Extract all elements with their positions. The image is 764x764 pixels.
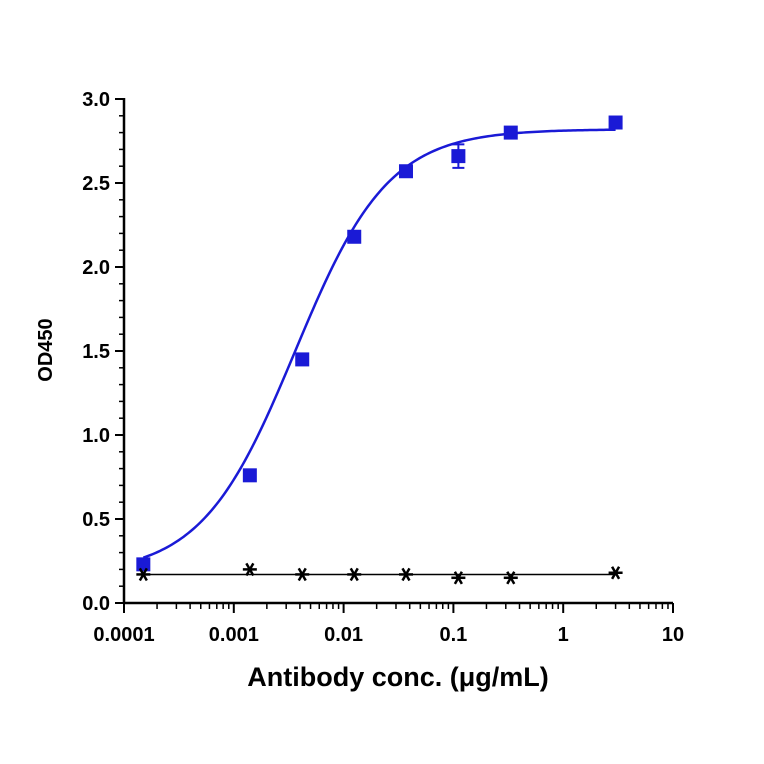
- square-marker: [347, 229, 362, 244]
- asterisk-marker: [503, 571, 518, 585]
- square-marker: [295, 352, 310, 367]
- x-tick-label: 10: [662, 624, 684, 646]
- asterisk-stroke: [506, 571, 516, 585]
- asterisk-marker: [608, 566, 623, 580]
- y-tick-label: 1.0: [82, 425, 110, 447]
- x-tick-label: 0.01: [324, 624, 363, 646]
- y-axis-title: OD450: [35, 318, 57, 381]
- y-tick-label: 2.5: [82, 173, 110, 195]
- asterisk-stroke: [453, 571, 463, 585]
- fit-curves: [142, 128, 616, 576]
- square-marker: [608, 115, 623, 130]
- asterisk-marker: [136, 567, 151, 582]
- asterisk-stroke: [297, 567, 307, 582]
- y-tick-label: 0.0: [82, 593, 110, 615]
- sigmoid-fit-curve: [142, 128, 616, 559]
- asterisk-marker: [451, 571, 466, 585]
- y-tick-label: 3.0: [82, 89, 110, 111]
- x-tick-label: 0.1: [439, 624, 467, 646]
- axes: 0.0 0.5 1.0 1.5 2.0 2.5 3.0 0.0001 0.001 0.01 0.1 1…: [82, 89, 684, 646]
- asterisk-stroke: [611, 566, 621, 580]
- asterisk-marker: [242, 562, 257, 577]
- asterisk-stroke: [245, 562, 255, 577]
- asterisk-marker: [295, 567, 310, 582]
- square-marker: [398, 164, 413, 179]
- x-tick-label: 1: [558, 624, 569, 646]
- square-marker: [503, 125, 518, 140]
- square-marker: [136, 557, 151, 572]
- asterisk-stroke: [349, 567, 359, 582]
- x-tick-label: 0.0001: [93, 624, 154, 646]
- square-marker: [242, 468, 257, 483]
- y-tick-label: 1.5: [82, 341, 110, 363]
- x-tick-label: 0.001: [209, 624, 259, 646]
- asterisk-stroke: [401, 567, 411, 582]
- asterisk-stroke: [138, 567, 148, 582]
- x-axis-title: Antibody conc. (μg/mL): [247, 662, 549, 692]
- square-marker: [451, 149, 466, 164]
- y-tick-label: 0.5: [82, 509, 110, 531]
- asterisk-marker: [398, 567, 413, 582]
- data-points: [136, 115, 623, 585]
- y-tick-label: 2.0: [82, 257, 110, 279]
- asterisk-marker: [347, 567, 362, 582]
